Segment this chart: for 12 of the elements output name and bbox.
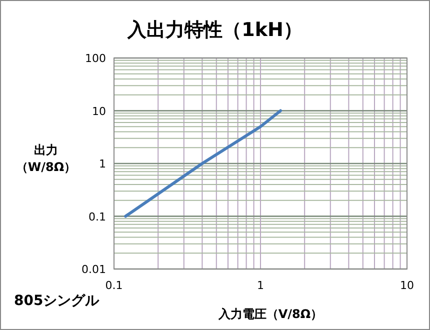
y-tick-label: 0.01 <box>82 263 106 276</box>
y-axis-title: 出力（W/8Ω） <box>14 142 78 176</box>
text: 805シングル <box>14 293 100 309</box>
y-tick-label: 10 <box>92 104 106 118</box>
chart-title: 入出力特性（1kH） <box>126 19 302 41</box>
x-tick-label: 10 <box>400 279 414 292</box>
x-tick-label: 1 <box>257 279 264 292</box>
x-tick-label: 0.1 <box>105 279 123 292</box>
y-tick-label: 1 <box>99 158 106 170</box>
y-tick-label: 100 <box>85 52 106 65</box>
y-tick-label: 0.1 <box>88 210 106 224</box>
x-axis-title: 入力電圧（V/8Ω） <box>217 307 323 321</box>
